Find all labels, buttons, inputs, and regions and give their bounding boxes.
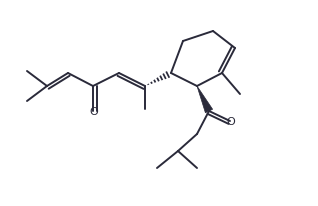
Text: O: O	[90, 107, 98, 116]
Text: O: O	[227, 116, 235, 126]
Polygon shape	[197, 87, 213, 113]
